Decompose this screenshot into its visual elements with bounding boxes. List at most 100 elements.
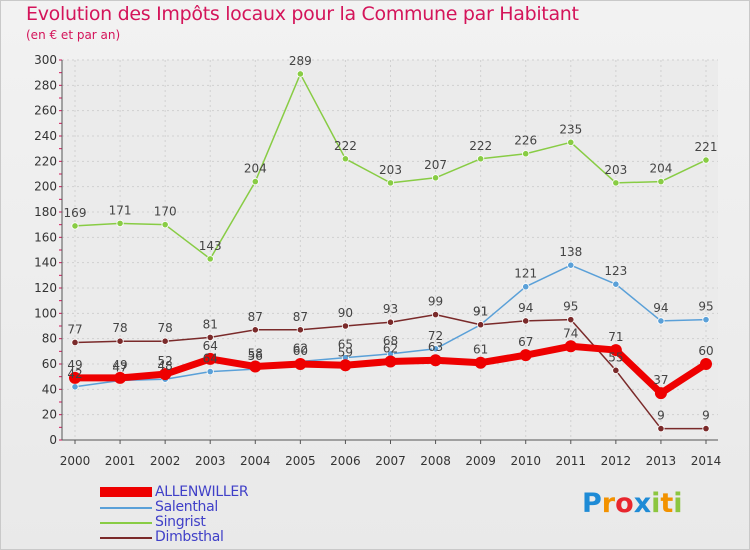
data-label-dimbsthal: 55 xyxy=(608,350,623,364)
data-point-singrist xyxy=(702,156,710,164)
legend-swatch xyxy=(100,487,152,497)
data-point-singrist xyxy=(477,155,485,163)
data-label-dimbsthal: 90 xyxy=(338,306,353,320)
logo-letter: t xyxy=(660,488,674,519)
data-point-singrist xyxy=(431,174,440,182)
data-point-allenwiller xyxy=(114,371,127,384)
data-label-singrist: 171 xyxy=(109,203,132,217)
data-label-allenwiller: 63 xyxy=(428,340,443,354)
data-label-dimbsthal: 99 xyxy=(428,295,443,309)
data-label-singrist: 204 xyxy=(244,162,267,176)
data-label-allenwiller: 49 xyxy=(67,358,82,372)
data-point-dimbsthal xyxy=(431,310,440,319)
x-tick-label: 2011 xyxy=(556,454,587,468)
data-label-allenwiller: 58 xyxy=(248,347,263,361)
y-tick-label: 40 xyxy=(42,382,57,396)
data-label-dimbsthal: 91 xyxy=(473,305,488,319)
data-label-singrist: 203 xyxy=(604,163,627,177)
data-point-singrist xyxy=(341,155,350,163)
y-tick-label: 260 xyxy=(34,104,57,118)
data-point-singrist xyxy=(161,221,169,229)
data-point-dimbsthal xyxy=(477,321,485,329)
x-tick-label: 2003 xyxy=(195,454,226,468)
data-point-dimbsthal xyxy=(116,337,124,345)
x-tick-label: 2002 xyxy=(150,454,181,468)
data-label-dimbsthal: 93 xyxy=(383,302,398,316)
data-label-allenwiller: 67 xyxy=(518,335,533,349)
data-labels: 49 49 52 64 58 60 59 62 63 61 67 74 71 37 60 42 47 48 64 56… xyxy=(64,54,718,423)
data-point-dimbsthal xyxy=(657,424,665,433)
data-point-dimbsthal xyxy=(251,326,259,334)
y-tick-label: 160 xyxy=(34,230,57,244)
data-point-salenthal xyxy=(657,317,665,325)
grid xyxy=(62,59,718,441)
data-point-singrist xyxy=(206,255,214,263)
y-tick-label: 240 xyxy=(34,129,57,143)
data-label-allenwiller: 61 xyxy=(473,343,488,357)
data-label-singrist: 170 xyxy=(154,205,177,219)
data-label-allenwiller: 74 xyxy=(563,326,578,340)
data-label-salenthal: 138 xyxy=(559,245,582,259)
data-point-allenwiller xyxy=(429,354,442,367)
y-tick-label: 80 xyxy=(42,332,57,346)
data-point-allenwiller xyxy=(609,344,622,357)
data-point-allenwiller xyxy=(69,371,81,384)
data-point-dimbsthal xyxy=(161,337,169,345)
data-point-dimbsthal xyxy=(296,326,304,334)
data-label-allenwiller: 60 xyxy=(293,344,308,358)
x-tick-label: 2010 xyxy=(510,454,541,468)
data-label-allenwiller: 49 xyxy=(112,358,127,372)
y-tick-label: 300 xyxy=(34,53,57,67)
x-tick-label: 2009 xyxy=(465,454,496,468)
legend-label: Singrist xyxy=(155,514,206,530)
data-point-dimbsthal xyxy=(567,316,575,324)
y-tick-label: 280 xyxy=(34,78,57,92)
x-tick-label: 2001 xyxy=(105,454,136,468)
logo-letter: r xyxy=(601,488,616,519)
data-point-salenthal xyxy=(567,261,575,269)
data-label-dimbsthal: 95 xyxy=(563,300,578,314)
data-point-singrist xyxy=(71,222,79,230)
data-label-singrist: 143 xyxy=(199,239,222,253)
data-label-singrist: 222 xyxy=(469,139,492,153)
data-label-dimbsthal: 87 xyxy=(248,310,263,324)
data-point-salenthal xyxy=(71,383,79,391)
y-tick-label: 180 xyxy=(34,205,57,219)
y-tick-label: 20 xyxy=(42,408,57,422)
logo-letter: o xyxy=(615,488,634,519)
data-point-allenwiller xyxy=(384,355,397,368)
data-point-singrist xyxy=(296,70,304,78)
data-label-allenwiller: 64 xyxy=(203,339,218,353)
legend-swatch xyxy=(100,537,152,539)
y-tick-label: 0 xyxy=(49,433,57,447)
data-label-salenthal: 48 xyxy=(158,359,173,373)
data-point-allenwiller xyxy=(654,387,667,400)
data-label-singrist: 203 xyxy=(379,163,402,177)
data-label-salenthal: 65 xyxy=(338,338,353,352)
data-label-salenthal: 123 xyxy=(604,264,627,278)
data-point-salenthal xyxy=(522,283,530,291)
x-tick-label: 2012 xyxy=(601,454,632,468)
data-point-dimbsthal xyxy=(71,338,79,347)
data-label-salenthal: 56 xyxy=(248,349,263,363)
data-label-singrist: 169 xyxy=(64,206,87,220)
data-point-singrist xyxy=(612,179,620,187)
x-tick-label: 2005 xyxy=(285,454,316,468)
data-label-salenthal: 91 xyxy=(473,305,488,319)
x-tick-label: 2008 xyxy=(420,454,451,468)
data-label-salenthal: 68 xyxy=(383,334,398,348)
data-point-allenwiller xyxy=(339,359,352,372)
data-label-dimbsthal: 78 xyxy=(112,321,127,335)
data-point-allenwiller xyxy=(204,352,217,365)
data-label-singrist: 226 xyxy=(514,134,537,148)
data-label-singrist: 221 xyxy=(695,140,718,154)
data-point-allenwiller xyxy=(474,356,487,369)
data-label-salenthal: 42 xyxy=(67,367,82,381)
data-point-singrist xyxy=(567,138,575,146)
data-point-dimbsthal xyxy=(612,366,620,374)
x-tick-label: 2004 xyxy=(240,454,271,468)
y-tick-label: 120 xyxy=(34,281,57,295)
legend-swatch xyxy=(100,507,152,509)
y-tick-label: 140 xyxy=(34,256,57,270)
